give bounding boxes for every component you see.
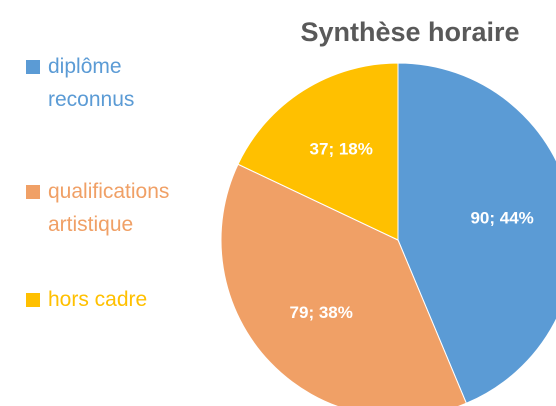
chart-title: Synthèse horaire xyxy=(300,17,519,47)
legend-item: hors cadre xyxy=(26,283,196,316)
legend-label: hors cadre xyxy=(48,288,148,311)
legend-swatch xyxy=(26,185,40,199)
legend-item: diplôme reconnus xyxy=(26,50,196,116)
legend-item: qualifications artistique xyxy=(26,175,196,241)
legend-label: qualifications artistique xyxy=(48,180,170,236)
pie-slice xyxy=(220,163,468,406)
legend-swatch xyxy=(26,293,40,307)
data-label: 90; 44% xyxy=(470,209,533,228)
pie-slice xyxy=(397,62,556,404)
data-label: 79; 38% xyxy=(290,303,353,322)
legend-label: diplôme reconnus xyxy=(48,55,135,111)
data-label: 37; 18% xyxy=(310,140,373,159)
legend-swatch xyxy=(26,60,40,74)
pie-slice xyxy=(237,62,399,241)
